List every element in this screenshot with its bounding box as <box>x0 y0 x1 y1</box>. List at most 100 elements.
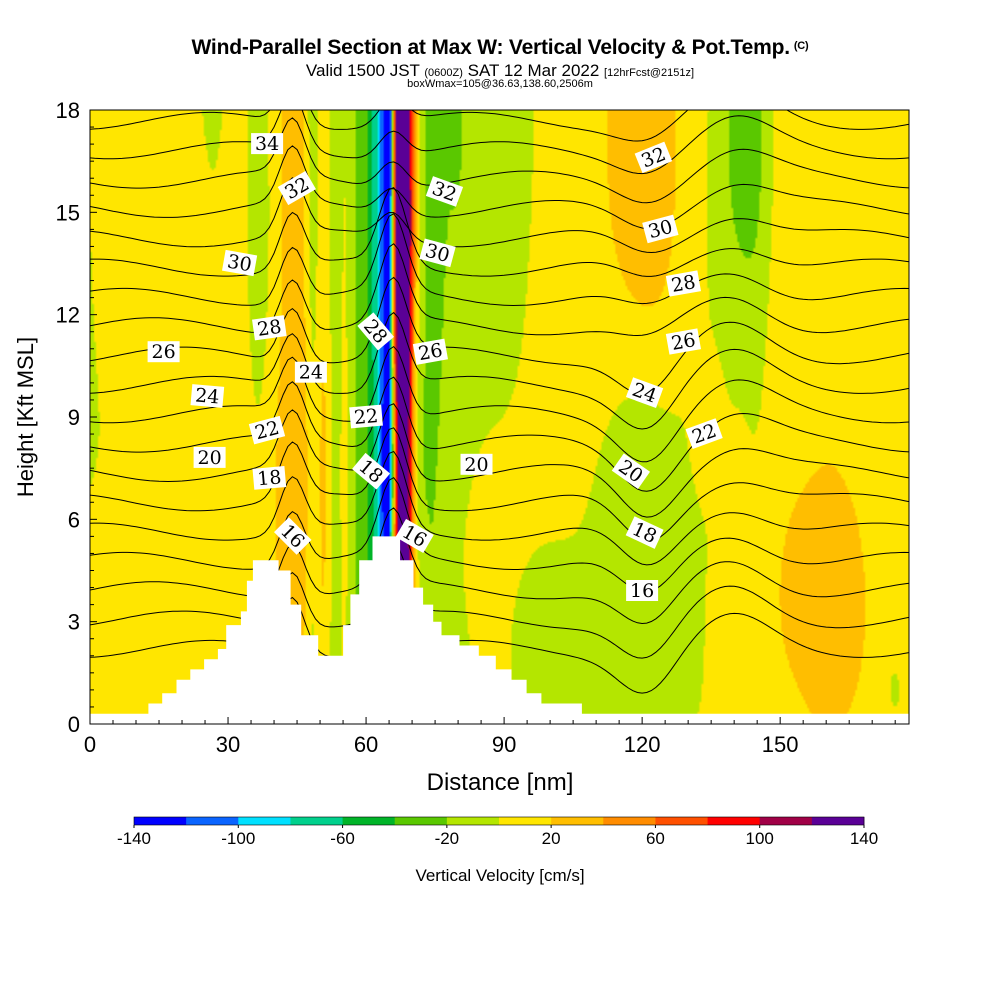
colorbar-swatch <box>290 817 343 825</box>
y-tick-label: 0 <box>68 712 80 737</box>
contour-label: 20 <box>460 453 493 476</box>
contour-label-bg <box>412 338 448 365</box>
contour-label-text: 28 <box>256 316 283 341</box>
contour-label-bg <box>460 453 493 475</box>
contour-label-text: 30 <box>226 251 254 277</box>
contour-label-bg <box>634 141 673 174</box>
valid-time: Valid 1500 JST <box>305 61 420 80</box>
contour-label-text: 28 <box>670 271 698 297</box>
contour-label-bg <box>252 315 287 341</box>
colorbar-label: Vertical Velocity [cm/s] <box>415 866 584 885</box>
contour-label: 16 <box>626 580 659 602</box>
contour-label: 24 <box>190 384 225 409</box>
contour-label-bg <box>248 415 286 445</box>
contour-label-bg <box>425 176 464 207</box>
theta-contour-line <box>90 45 909 106</box>
x-axis: 0 30 60 90 120 150 <box>84 717 896 757</box>
colorbar-tick-label: 20 <box>542 829 561 848</box>
colorbar-swatch <box>186 817 239 825</box>
contour-label: 28 <box>665 270 701 297</box>
theta-contour-line <box>90 186 909 277</box>
contour-label-bg <box>395 518 434 554</box>
y-tick-label: 3 <box>68 610 80 635</box>
contour-label-bg <box>251 133 284 155</box>
forecast-info: [12hrFcst@2151z] <box>604 67 695 79</box>
x-tick-label: 90 <box>492 732 516 757</box>
theta-contour-line <box>90 450 909 566</box>
contour-label-bg <box>294 361 327 383</box>
colorbar: -140 -100 -60 -20 20 60 100 140 <box>117 816 878 848</box>
contour-label-bg <box>222 249 258 277</box>
contour-label-bg <box>626 580 659 601</box>
theta-contour-line <box>90 177 909 254</box>
copyright-mark: (C) <box>793 40 809 52</box>
y-axis: 0 3 6 9 12 15 18 <box>56 98 97 737</box>
colorbar-swatch <box>707 817 761 825</box>
theta-contour-line <box>90 427 909 542</box>
theta-contour-line <box>90 311 909 430</box>
potential-temperature-contours <box>90 45 909 694</box>
contour-label-bg <box>611 453 651 489</box>
contour-label-bg <box>252 466 287 490</box>
terrain-mask <box>90 536 909 724</box>
contour-label-bg <box>665 270 701 297</box>
theta-contour-line <box>90 507 909 625</box>
contour-label: 24 <box>294 361 327 384</box>
contour-label-bg <box>193 446 226 468</box>
contour-label-bg <box>277 170 316 206</box>
contour-label-text: 18 <box>256 466 282 490</box>
contour-label-bg <box>190 384 225 408</box>
colorbar-swatch <box>759 817 813 825</box>
contour-label-text: 24 <box>194 384 220 408</box>
contour-label-text: 20 <box>464 454 488 476</box>
valid-date: SAT 12 Mar 2022 <box>467 61 600 80</box>
contour-label-bg <box>665 328 701 355</box>
contour-label: 26 <box>665 328 701 355</box>
contour-label-bg <box>274 517 312 555</box>
colorbar-tick-label: 60 <box>646 829 665 848</box>
contour-label: 22 <box>248 415 286 445</box>
contour-label-bg <box>685 418 723 449</box>
box-max-info: boxWmax=105@36.63,138.60,2506m <box>407 78 593 90</box>
theta-contour-line <box>90 110 909 175</box>
contour-label: 34 <box>251 133 284 155</box>
x-tick-label: 30 <box>216 732 240 757</box>
theta-contour-line <box>90 213 909 307</box>
contour-label: 28 <box>252 315 287 341</box>
colorbar-frame <box>133 816 865 826</box>
chart-title: Wind-Parallel Section at Max W: Vertical… <box>0 36 1000 60</box>
contour-label: 26 <box>147 341 180 363</box>
colorbar-tick-label: -20 <box>435 829 460 848</box>
colorbar-swatch <box>811 817 865 825</box>
valid-utc: (0600Z) <box>424 67 463 79</box>
contour-label-bg <box>352 452 391 490</box>
colorbar-swatch <box>499 817 552 825</box>
colorbar-tick-label: -60 <box>330 829 355 848</box>
contour-label: 20 <box>193 446 226 469</box>
y-tick-label: 6 <box>68 507 80 532</box>
contour-label-bg <box>625 377 664 408</box>
y-tick-label: 12 <box>56 303 80 328</box>
contour-label-text: 26 <box>152 341 176 363</box>
contour-label-bg <box>357 312 395 351</box>
x-tick-label: 0 <box>84 732 96 757</box>
contour-label-bg <box>147 341 180 363</box>
colorbar-swatch <box>394 817 448 825</box>
theta-contour-line <box>90 376 909 492</box>
chart-title-text: Wind-Parallel Section at Max W: Vertical… <box>191 36 791 59</box>
colorbar-tick-label: -140 <box>117 829 151 848</box>
contour-label: 18 <box>252 466 287 490</box>
colorbar-tick-label: 140 <box>850 829 878 848</box>
colorbar-swatch <box>238 817 291 825</box>
contour-label-text: 24 <box>299 362 323 384</box>
contour-label: 22 <box>685 418 723 449</box>
contour-label: 30 <box>222 249 258 277</box>
theta-contour-line <box>90 477 909 593</box>
contour-label-text: 34 <box>255 133 279 155</box>
vertical-velocity-field <box>90 110 909 724</box>
colorbar-swatch <box>342 817 396 825</box>
colorbar-swatch <box>551 817 604 825</box>
x-axis-label: Distance [nm] <box>427 769 574 796</box>
theta-contour-line <box>90 540 909 659</box>
x-tick-label: 120 <box>624 732 661 757</box>
